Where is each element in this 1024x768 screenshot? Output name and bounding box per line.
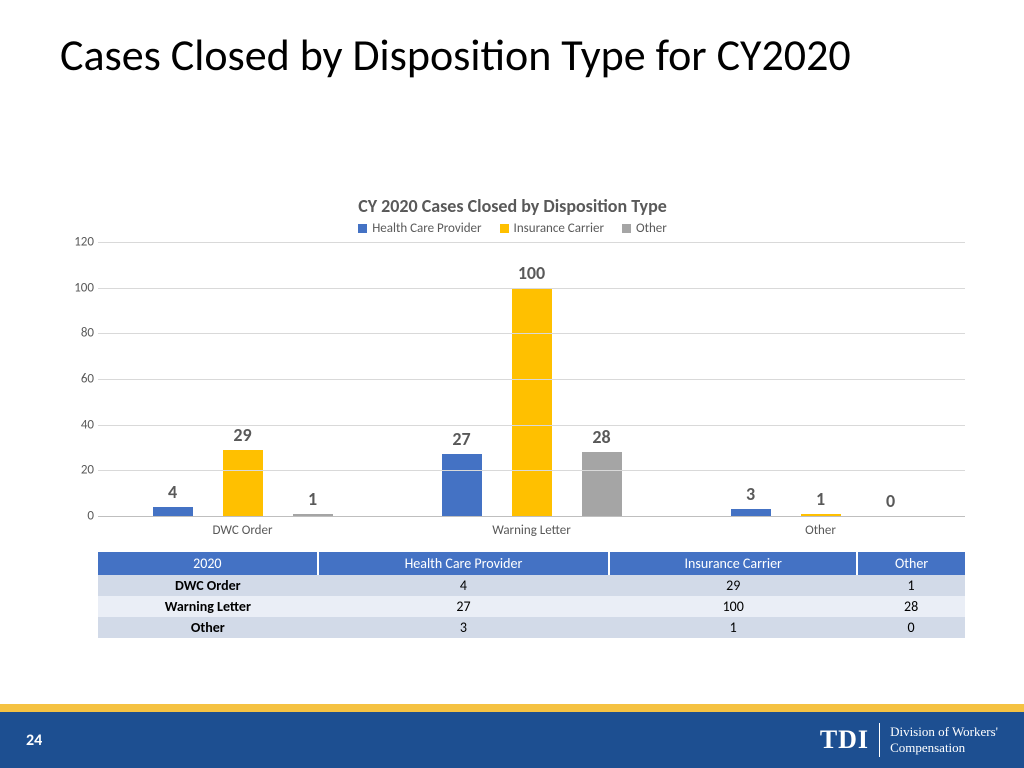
chart-legend: Health Care Provider Insurance Carrier O…	[60, 221, 965, 236]
table-cell: Warning Letter	[98, 596, 318, 617]
plot-area: 020406080100120 42912710028310	[98, 242, 965, 517]
y-tick-label: 120	[60, 235, 94, 250]
legend-item: Insurance Carrier	[500, 221, 604, 236]
tdi-subtitle-line: Division of Workers'	[890, 724, 998, 740]
gridline	[98, 425, 965, 426]
table-cell: 28	[857, 596, 965, 617]
gridline	[98, 242, 965, 243]
x-axis-labels: DWC OrderWarning LetterOther	[98, 517, 965, 538]
legend-item: Other	[622, 221, 667, 236]
bar: 27	[442, 454, 482, 516]
bar-value-label: 1	[308, 488, 317, 510]
legend-swatch	[500, 224, 509, 233]
table-cell: Other	[98, 617, 318, 638]
table-cell: 1	[857, 575, 965, 596]
table-cell: 4	[318, 575, 610, 596]
table-row: Warning Letter2710028	[98, 596, 965, 617]
gridline	[98, 333, 965, 334]
table-cell: 27	[318, 596, 610, 617]
bar: 28	[582, 452, 622, 516]
bar-value-label: 1	[816, 488, 825, 510]
legend-swatch	[358, 224, 367, 233]
tdi-subtitle: Division of Workers' Compensation	[890, 724, 998, 755]
footer-gold-bar	[0, 704, 1024, 712]
table-body: DWC Order4291Warning Letter2710028Other3…	[98, 575, 965, 638]
gridline	[98, 288, 965, 289]
gridline	[98, 470, 965, 471]
legend-item: Health Care Provider	[358, 221, 481, 236]
tdi-divider	[879, 723, 880, 757]
table-header-cell: Other	[857, 552, 965, 575]
x-axis-label: Other	[676, 517, 965, 538]
bar-value-label: 28	[592, 426, 610, 448]
chart-container: CY 2020 Cases Closed by Disposition Type…	[60, 195, 965, 638]
y-tick-label: 40	[60, 417, 94, 432]
bar-value-label: 29	[233, 424, 251, 446]
table-header-cell: 2020	[98, 552, 318, 575]
bar: 1	[293, 514, 333, 516]
chart-title: CY 2020 Cases Closed by Disposition Type	[60, 195, 965, 217]
footer-blue-bar: 24 TDI Division of Workers' Compensation	[0, 712, 1024, 768]
slide-footer: 24 TDI Division of Workers' Compensation	[0, 704, 1024, 768]
tdi-subtitle-line: Compensation	[890, 740, 998, 756]
x-axis-label: DWC Order	[98, 517, 387, 538]
gridline	[98, 379, 965, 380]
bar-value-label: 0	[886, 490, 895, 512]
table-cell: 3	[318, 617, 610, 638]
table-header-cell: Insurance Carrier	[609, 552, 857, 575]
bar-value-label: 27	[452, 428, 470, 450]
table-cell: 29	[609, 575, 857, 596]
bar-value-label: 3	[746, 483, 755, 505]
legend-label: Other	[636, 221, 667, 236]
bar-value-label: 100	[518, 262, 545, 284]
table-header-row: 2020Health Care ProviderInsurance Carrie…	[98, 552, 965, 575]
y-tick-label: 80	[60, 326, 94, 341]
table-cell: 0	[857, 617, 965, 638]
page-number: 24	[26, 731, 42, 750]
tdi-logo-text: TDI	[820, 725, 869, 755]
y-tick-label: 0	[60, 509, 94, 524]
slide-title: Cases Closed by Disposition Type for CY2…	[60, 30, 851, 81]
legend-label: Insurance Carrier	[514, 221, 604, 236]
bar: 3	[731, 509, 771, 516]
x-axis-label: Warning Letter	[387, 517, 676, 538]
table-header-cell: Health Care Provider	[318, 552, 610, 575]
y-axis: 020406080100120	[60, 242, 94, 516]
table-cell: DWC Order	[98, 575, 318, 596]
data-table: 2020Health Care ProviderInsurance Carrie…	[98, 552, 965, 638]
bar: 4	[153, 507, 193, 516]
table-cell: 1	[609, 617, 857, 638]
bar: 29	[223, 450, 263, 516]
tdi-logo: TDI Division of Workers' Compensation	[820, 723, 998, 757]
y-tick-label: 60	[60, 372, 94, 387]
y-tick-label: 20	[60, 463, 94, 478]
bar: 1	[801, 514, 841, 516]
table-cell: 100	[609, 596, 857, 617]
bar: 100	[512, 288, 552, 516]
bar-value-label: 4	[168, 481, 177, 503]
table-row: Other310	[98, 617, 965, 638]
legend-label: Health Care Provider	[372, 221, 481, 236]
legend-swatch	[622, 224, 631, 233]
table-row: DWC Order4291	[98, 575, 965, 596]
y-tick-label: 100	[60, 280, 94, 295]
